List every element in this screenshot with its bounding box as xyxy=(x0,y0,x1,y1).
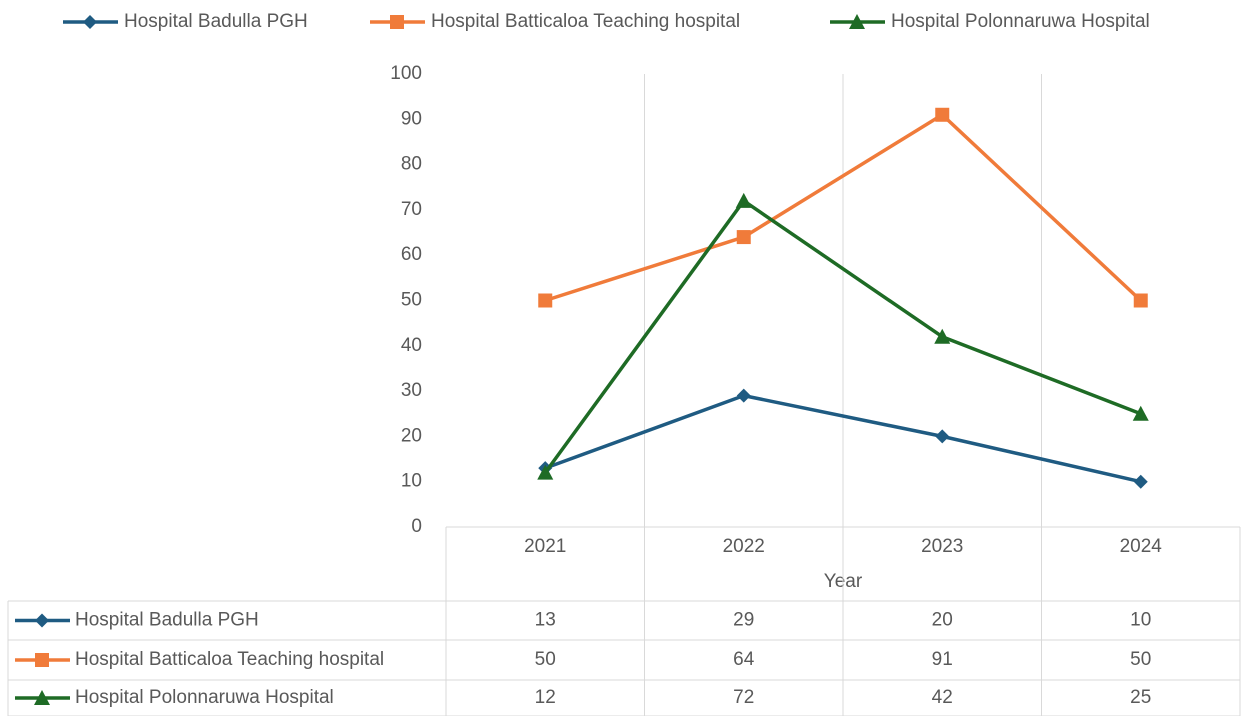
legend-marker xyxy=(83,15,97,29)
y-tick-label: 30 xyxy=(401,380,422,401)
table-cell: 91 xyxy=(932,649,953,670)
y-tick-label: 100 xyxy=(390,63,422,84)
legend-marker xyxy=(849,14,865,29)
data-point xyxy=(735,192,752,208)
table-row-label: Hospital Batticaloa Teaching hospital xyxy=(75,649,384,670)
x-tick-label: 2022 xyxy=(723,536,765,557)
data-point xyxy=(537,464,554,480)
y-tick-label: 90 xyxy=(401,108,422,129)
y-tick-label: 60 xyxy=(401,244,422,265)
legend-marker xyxy=(34,690,50,705)
table-cell: 50 xyxy=(535,649,556,670)
x-tick-label: 2024 xyxy=(1120,536,1163,557)
legend-label: Hospital Batticaloa Teaching hospital xyxy=(431,11,740,32)
data-point xyxy=(736,388,751,403)
data-point xyxy=(538,293,553,308)
y-tick-label: 40 xyxy=(401,335,422,356)
legend-marker xyxy=(390,15,404,29)
data-point xyxy=(1133,474,1148,489)
y-tick-label: 70 xyxy=(401,199,422,220)
table-row-label: Hospital Polonnaruwa Hospital xyxy=(75,687,334,708)
table-cell: 42 xyxy=(932,687,953,708)
table-cell: 64 xyxy=(733,649,755,670)
table-row-label: Hospital Badulla PGH xyxy=(75,610,259,631)
table-cell: 50 xyxy=(1130,649,1151,670)
table-cell: 72 xyxy=(733,687,754,708)
series-line xyxy=(544,113,1142,303)
y-tick-label: 10 xyxy=(401,471,422,492)
data-point xyxy=(935,107,950,122)
legend-label: Hospital Badulla PGH xyxy=(124,11,308,32)
y-tick-label: 50 xyxy=(401,290,422,311)
data-point xyxy=(935,429,950,444)
legend-marker xyxy=(35,613,49,628)
table-cell: 29 xyxy=(733,610,754,631)
legend-label: Hospital Polonnaruwa Hospital xyxy=(891,11,1150,32)
y-tick-label: 20 xyxy=(401,425,422,446)
table-cell: 12 xyxy=(535,687,556,708)
series-line xyxy=(543,199,1142,474)
table-cell: 20 xyxy=(932,610,953,631)
table-cell: 13 xyxy=(535,610,556,631)
y-tick-label: 80 xyxy=(401,154,422,175)
data-point xyxy=(736,230,751,245)
legend-marker xyxy=(35,653,49,667)
x-tick-label: 2023 xyxy=(921,536,963,557)
y-tick-label: 0 xyxy=(411,516,422,537)
table-cell: 10 xyxy=(1130,610,1151,631)
x-tick-label: 2021 xyxy=(524,536,566,557)
data-point xyxy=(1132,405,1149,421)
table-cell: 25 xyxy=(1130,687,1151,708)
series-line xyxy=(544,393,1142,484)
data-point xyxy=(934,328,951,344)
data-point xyxy=(1133,293,1148,308)
